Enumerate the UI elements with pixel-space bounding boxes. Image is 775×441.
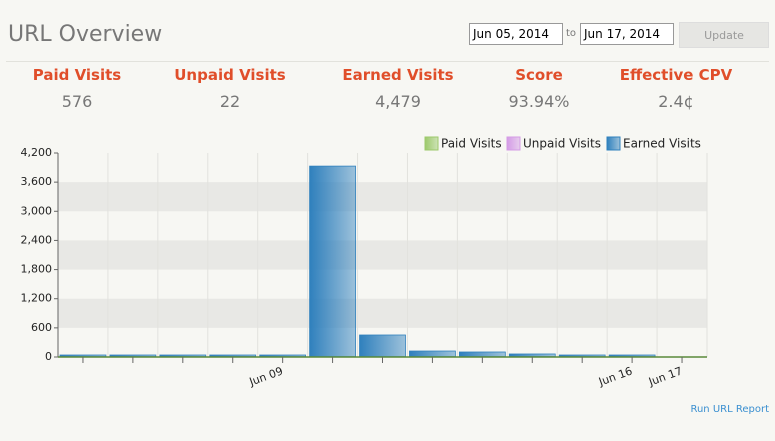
stat-value: 576 (61, 92, 93, 111)
y-tick-label: 1,800 (21, 263, 53, 276)
legend-label: Earned Visits (623, 137, 701, 151)
grid-band (58, 240, 707, 270)
legend-swatch (506, 136, 521, 151)
stat-label: Earned Visits (342, 66, 454, 84)
y-tick-label: 2,400 (21, 233, 53, 246)
stat-label: Score (515, 66, 563, 84)
stat-value: 4,479 (375, 92, 421, 111)
x-tick-label: Jun 16 (596, 364, 634, 388)
bar-segment (309, 165, 356, 358)
grid-band (58, 298, 707, 328)
x-tick-label: Jun 09 (247, 364, 285, 388)
stat-value: 22 (219, 92, 241, 111)
y-tick-label: 1,200 (21, 292, 53, 305)
run-report-link[interactable]: Run URL Report (690, 404, 769, 415)
date-from[interactable]: Jun 05, 2014 (469, 23, 563, 45)
date-separator: to (566, 28, 577, 39)
bar-segment (458, 351, 506, 358)
y-tick-label: 4,200 (21, 146, 53, 159)
legend-swatch (606, 136, 621, 151)
grid-band (58, 182, 707, 212)
x-tick-label: Jun 17 (646, 364, 684, 388)
bar-segment (409, 350, 456, 358)
legend-label: Unpaid Visits (523, 137, 601, 151)
stat-value: 2.4¢ (658, 92, 694, 111)
date-to[interactable]: Jun 17, 2014 (580, 23, 674, 45)
y-tick-label: 3,000 (21, 204, 53, 217)
update-button[interactable]: Update (679, 22, 769, 48)
stat-label: Unpaid Visits (174, 66, 286, 84)
divider (6, 61, 769, 62)
y-tick-label: 600 (31, 321, 52, 334)
legend-swatch (424, 136, 439, 151)
bar-segment (359, 334, 406, 358)
legend-label: Paid Visits (441, 137, 502, 151)
stat-label: Paid Visits (32, 66, 122, 84)
page-title: URL Overview (8, 22, 163, 47)
stat-value: 93.94% (508, 92, 570, 111)
y-tick-label: 0 (45, 350, 52, 363)
stat-label: Effective CPV (619, 66, 733, 84)
y-tick-label: 3,600 (21, 175, 53, 188)
